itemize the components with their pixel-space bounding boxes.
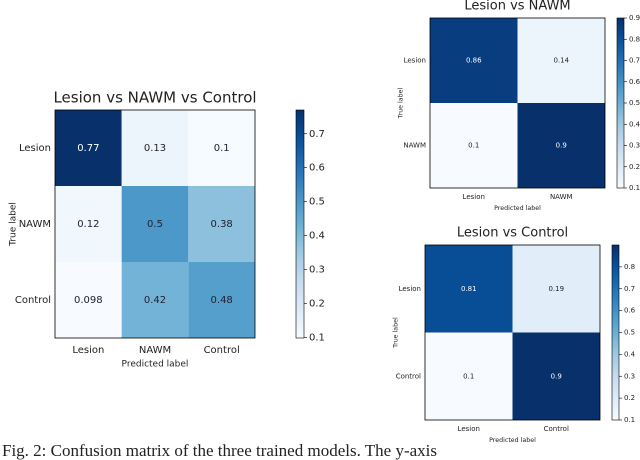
colorbar-tick-label: 0.5 bbox=[624, 329, 635, 337]
colorbar bbox=[611, 244, 620, 421]
cell-label: 0.77 bbox=[77, 143, 99, 154]
chart-title: Lesion vs Control bbox=[457, 226, 568, 241]
cell bbox=[517, 18, 605, 103]
colorbar-tick-label: 0.3 bbox=[309, 264, 325, 275]
y-tick-label: Control bbox=[396, 372, 421, 380]
frame bbox=[429, 17, 606, 189]
colorbar-tick-label: 0.7 bbox=[629, 57, 640, 65]
frame bbox=[424, 244, 601, 421]
cell-label: 0.86 bbox=[466, 57, 482, 65]
chart-title: Lesion vs NAWM bbox=[464, 0, 570, 14]
colorbar-tick-label: 0.4 bbox=[629, 120, 640, 128]
colorbar-tick-label: 0.2 bbox=[629, 163, 640, 171]
colorbar-tick-label: 0.3 bbox=[629, 142, 640, 150]
x-tick-label: NAWM bbox=[139, 345, 171, 356]
cell bbox=[121, 110, 189, 186]
x-tick-label: Lesion bbox=[72, 345, 104, 356]
cell bbox=[517, 103, 605, 188]
cell bbox=[425, 332, 513, 420]
cell-label: 0.38 bbox=[211, 219, 233, 230]
cell-label: 0.1 bbox=[214, 143, 230, 154]
colorbar-tick-label: 0.4 bbox=[309, 231, 325, 242]
cell bbox=[188, 110, 255, 186]
colorbar-tick-label: 0.6 bbox=[309, 163, 325, 174]
cell bbox=[512, 332, 600, 420]
y-tick-label: Lesion bbox=[404, 57, 426, 65]
cell-label: 0.098 bbox=[74, 295, 103, 306]
y-tick-label: Control bbox=[15, 295, 51, 306]
x-axis-label: Predicted label bbox=[489, 437, 536, 444]
cell-label: 0.19 bbox=[548, 285, 564, 293]
colorbar bbox=[616, 17, 625, 189]
colorbar-tick-label: 0.5 bbox=[309, 197, 325, 208]
cell bbox=[121, 262, 189, 338]
y-tick-label: Lesion bbox=[399, 285, 421, 293]
colorbar-tick-label: 0.4 bbox=[624, 350, 636, 358]
colorbar-tick-label: 0.1 bbox=[309, 332, 325, 343]
cell bbox=[188, 262, 255, 338]
cell-label: 0.5 bbox=[147, 219, 163, 230]
cell bbox=[425, 245, 513, 333]
frame bbox=[54, 109, 256, 339]
colorbar-tick-label: 0.9 bbox=[629, 14, 640, 22]
cell-label: 0.1 bbox=[468, 142, 479, 150]
chart-title: Lesion vs NAWM vs Control bbox=[53, 89, 256, 107]
colorbar-tick-label: 0.1 bbox=[624, 416, 635, 424]
cell-label: 0.9 bbox=[556, 142, 567, 150]
colorbar-tick-label: 0.6 bbox=[624, 307, 636, 315]
colorbar-tick-label: 0.7 bbox=[624, 285, 635, 293]
y-tick-label: Lesion bbox=[19, 143, 51, 154]
x-tick-label: Lesion bbox=[458, 425, 480, 433]
cell-label: 0.48 bbox=[211, 295, 233, 306]
y-tick-label: NAWM bbox=[19, 219, 51, 230]
colorbar-tick-label: 0.1 bbox=[629, 184, 640, 192]
x-tick-label: NAWM bbox=[550, 193, 573, 201]
x-axis-label: Predicted label bbox=[122, 360, 189, 370]
cell bbox=[55, 110, 122, 186]
cell-label: 0.42 bbox=[144, 295, 166, 306]
cell bbox=[430, 18, 518, 103]
y-axis-label: True label bbox=[9, 202, 19, 247]
y-tick-label: NAWM bbox=[403, 142, 426, 150]
y-axis-label: True label bbox=[393, 317, 400, 349]
x-axis-label: Predicted label bbox=[494, 205, 541, 212]
cell bbox=[512, 245, 600, 333]
caption: Fig. 2: Confusion matrix of the three tr… bbox=[2, 441, 437, 460]
colorbar-tick-label: 0.6 bbox=[629, 78, 640, 86]
x-tick-label: Control bbox=[544, 425, 569, 433]
cell-label: 0.14 bbox=[553, 57, 569, 65]
cell-label: 0.13 bbox=[144, 143, 166, 154]
colorbar-tick-label: 0.8 bbox=[629, 35, 640, 43]
cell bbox=[188, 186, 255, 262]
cell-label: 0.9 bbox=[551, 372, 562, 380]
colorbar-tick-label: 0.2 bbox=[309, 298, 325, 309]
colorbar-tick-label: 0.7 bbox=[309, 129, 325, 140]
colorbar bbox=[295, 109, 305, 339]
cell-label: 0.1 bbox=[463, 372, 474, 380]
cell bbox=[55, 186, 122, 262]
cell bbox=[121, 186, 189, 262]
x-tick-label: Lesion bbox=[463, 193, 485, 201]
y-axis-label: True label bbox=[398, 87, 405, 119]
cell bbox=[55, 262, 122, 338]
colorbar-tick-label: 0.5 bbox=[629, 99, 640, 107]
x-tick-label: Control bbox=[204, 345, 240, 356]
cell-label: 0.81 bbox=[461, 285, 477, 293]
cell bbox=[430, 103, 518, 188]
colorbar-tick-label: 0.2 bbox=[624, 394, 635, 402]
cell-label: 0.12 bbox=[77, 219, 99, 230]
colorbar-tick-label: 0.8 bbox=[624, 263, 635, 271]
colorbar-tick-label: 0.3 bbox=[624, 372, 635, 380]
